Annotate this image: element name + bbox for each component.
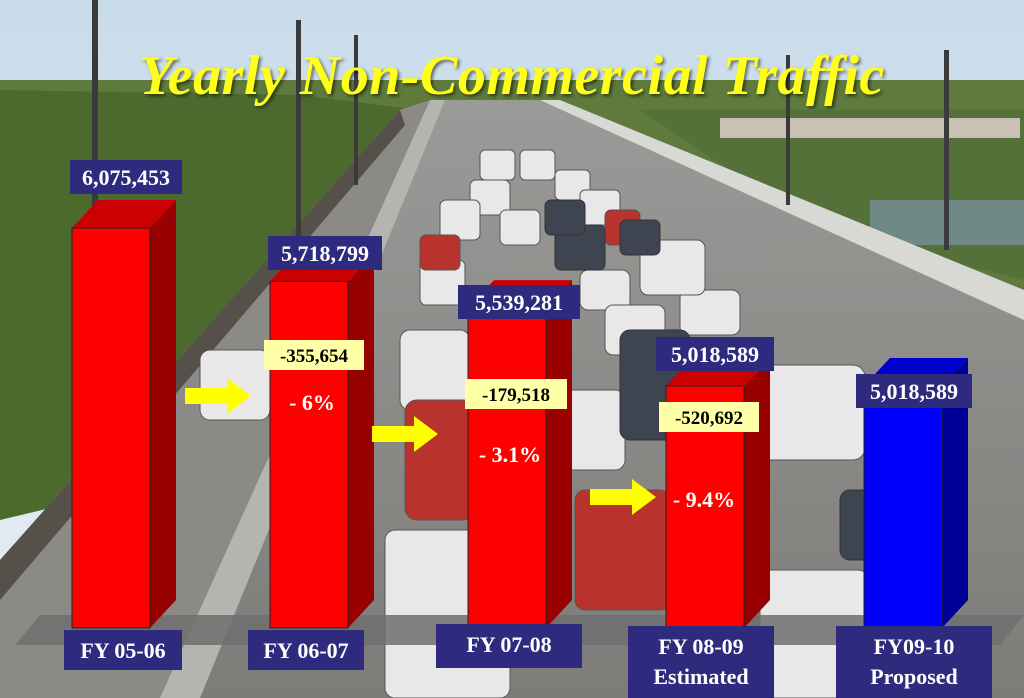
value-label-3: 5,539,281 [475, 290, 563, 315]
category-label-box-4 [628, 626, 774, 698]
bar-5 [863, 358, 968, 629]
category-label-4: FY 08-09 Estimated [653, 634, 748, 689]
value-label-box-2 [268, 236, 382, 270]
percent-label-4: - 9.4% [673, 487, 735, 512]
category-label-3: FY 07-08 [466, 632, 551, 657]
category-label-2: FY 06-07 [263, 638, 348, 663]
change-label-2: -355,654 [280, 346, 349, 367]
value-label-box-1 [70, 160, 182, 194]
chart-title: Yearly Non-Commercial Traffic [139, 45, 885, 107]
value-label-4: 5,018,589 [671, 342, 759, 367]
change-label-box-3 [465, 379, 567, 409]
percent-label-2: - 6% [289, 390, 335, 415]
change-label-box-4 [659, 402, 759, 432]
value-label-2: 5,718,799 [281, 241, 369, 266]
category-label-5: FY09-10 Proposed [870, 634, 958, 689]
change-label-3: -179,518 [482, 385, 550, 406]
bar-1 [71, 200, 176, 629]
category-label-box-2 [248, 630, 364, 670]
arrow-right-icon [590, 479, 656, 515]
arrow-right-icon [185, 378, 251, 414]
value-label-1: 6,075,453 [82, 165, 170, 190]
value-label-box-4 [656, 337, 774, 371]
percent-label-3: - 3.1% [479, 442, 541, 467]
category-label-box-1 [64, 630, 182, 670]
change-label-box-2 [264, 340, 364, 370]
change-label-4: -520,692 [675, 408, 743, 429]
category-label-box-5 [836, 626, 992, 698]
value-label-5: 5,018,589 [870, 379, 958, 404]
arrow-right-icon [372, 416, 438, 452]
value-label-box-3 [458, 285, 580, 319]
category-label-box-3 [436, 624, 582, 668]
value-label-box-5 [856, 374, 972, 408]
category-label-1: FY 05-06 [80, 638, 165, 663]
bar-2 [269, 253, 374, 629]
